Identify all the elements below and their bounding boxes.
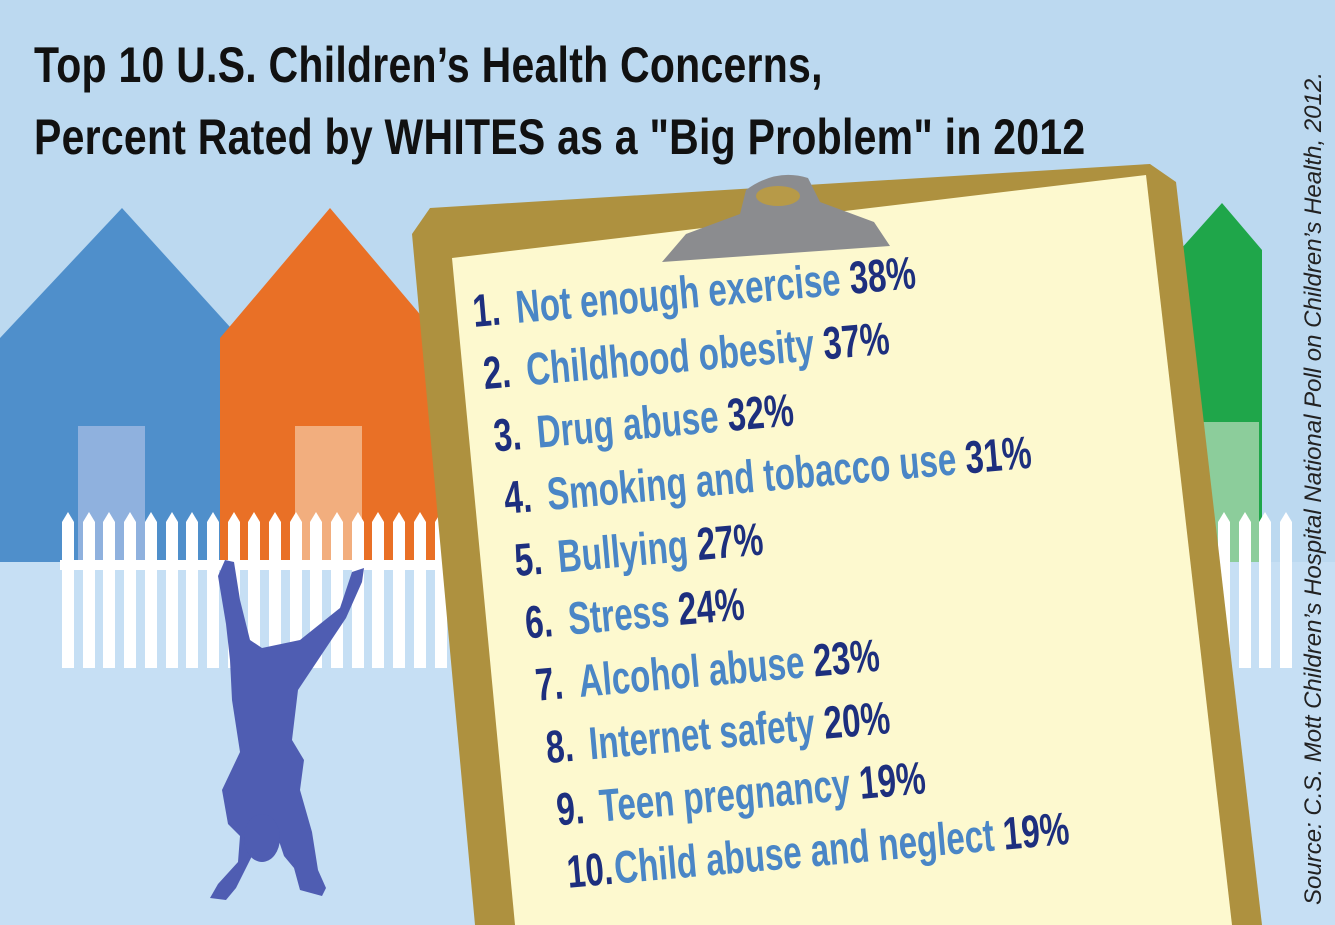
fence-picket <box>331 512 343 668</box>
fence-rail <box>60 560 440 570</box>
fence-picket <box>1280 512 1292 668</box>
orange-house <box>220 208 440 562</box>
fence-picket <box>1239 512 1251 668</box>
concern-rank: 4. <box>501 469 534 524</box>
fence-picket <box>248 512 260 668</box>
fence-picket <box>62 512 74 668</box>
concern-rank: 9. <box>554 781 587 836</box>
concern-percent: 27% <box>694 512 766 571</box>
concern-percent: 19% <box>1000 801 1072 860</box>
concern-label: Drug abuse <box>534 389 721 458</box>
blue-house <box>0 208 240 562</box>
fence-picket <box>372 512 384 668</box>
concern-rank: 5. <box>512 531 545 587</box>
concern-rank: 1. <box>470 282 503 337</box>
fence-picket <box>1259 512 1271 668</box>
concern-rank: 10. <box>564 841 616 898</box>
fence-picket <box>186 512 198 668</box>
concern-rank: 2. <box>480 344 513 400</box>
concern-percent: 31% <box>962 425 1034 484</box>
fence-picket <box>145 512 157 668</box>
fence-picket <box>414 512 426 668</box>
title-line-1: Top 10 U.S. Children’s Health Concerns, <box>34 37 823 93</box>
fence-picket <box>393 512 405 668</box>
concern-percent: 38% <box>847 246 918 304</box>
concern-label: Bullying <box>555 519 691 583</box>
title-line-2: Percent Rated by WHITES as a "Big Proble… <box>34 109 1086 165</box>
child-silhouette <box>210 560 364 900</box>
concern-percent: 32% <box>725 383 796 441</box>
fence-picket <box>290 512 302 668</box>
fence-picket <box>435 512 447 668</box>
source-note: Source: C.S. Mott Children’s Hospital Na… <box>1300 72 1327 905</box>
concern-list: 1. Not enough exercise 38% 2. Childhood obe… <box>470 217 1242 907</box>
concern-percent: 37% <box>820 311 892 370</box>
fence-picket <box>207 512 219 668</box>
concern-percent: 24% <box>675 577 747 636</box>
concern-rank: 6. <box>522 594 555 649</box>
concern-percent: 19% <box>856 751 928 809</box>
fence-picket <box>83 512 95 668</box>
concern-rank: 8. <box>543 718 576 774</box>
concern-rank: 7. <box>533 656 566 711</box>
fence-picket <box>269 512 281 668</box>
concern-rank: 3. <box>491 407 524 462</box>
fence-picket <box>103 512 115 668</box>
concern-percent: 23% <box>810 628 882 687</box>
concern-percent: 20% <box>821 691 893 749</box>
concern-label: Stress <box>565 584 672 645</box>
fence-picket <box>124 512 136 668</box>
fence-picket <box>166 512 178 668</box>
